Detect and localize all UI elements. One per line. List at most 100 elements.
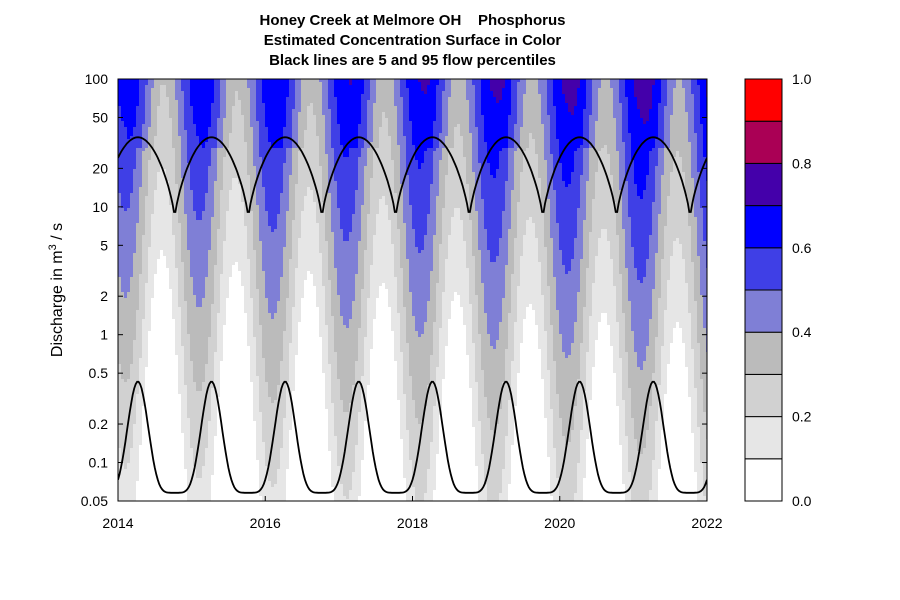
surface-cell — [391, 130, 394, 133]
surface-cell — [475, 88, 478, 91]
surface-cell — [439, 88, 442, 91]
surface-cell — [649, 115, 652, 118]
surface-cell — [502, 109, 505, 112]
surface-cell — [325, 130, 328, 133]
surface-cell — [679, 130, 682, 133]
surface-cell — [217, 148, 220, 151]
surface-cell — [592, 88, 595, 91]
surface-cell — [493, 100, 496, 103]
surface-cell — [337, 145, 340, 148]
surface-cell — [307, 148, 310, 151]
surface-cell — [673, 151, 676, 154]
surface-cell — [688, 85, 691, 88]
surface-cell — [214, 88, 217, 91]
surface-cell — [274, 112, 277, 115]
surface-cell — [523, 88, 526, 91]
surface-cell — [136, 121, 139, 124]
surface-cell — [247, 106, 250, 109]
surface-cell — [121, 94, 124, 97]
surface-cell — [175, 148, 178, 151]
surface-cell — [286, 148, 289, 151]
surface-cell — [355, 109, 358, 112]
surface-cell — [376, 139, 379, 142]
surface-cell — [319, 82, 322, 85]
surface-cell — [307, 133, 310, 136]
surface-cell — [226, 127, 229, 130]
surface-cell — [664, 85, 667, 88]
surface-cell — [418, 103, 421, 106]
surface-cell — [172, 91, 175, 94]
surface-cell — [280, 112, 283, 115]
surface-cell — [583, 97, 586, 100]
surface-cell — [463, 103, 466, 106]
surface-cell — [397, 142, 400, 145]
surface-cell — [526, 139, 529, 142]
surface-cell — [214, 124, 217, 127]
surface-cell — [562, 127, 565, 130]
surface-cell — [448, 121, 451, 124]
surface-cell — [475, 133, 478, 136]
surface-cell — [469, 145, 472, 148]
surface-cell — [169, 151, 172, 154]
surface-cell — [256, 82, 259, 85]
surface-cell — [235, 127, 238, 130]
surface-cell — [322, 118, 325, 121]
surface-cell — [154, 88, 157, 91]
surface-cell — [580, 88, 583, 91]
surface-cell — [397, 112, 400, 115]
surface-cell — [523, 94, 526, 97]
surface-cell — [634, 124, 637, 127]
surface-cell — [130, 79, 133, 82]
surface-cell — [472, 109, 475, 112]
surface-cell — [268, 115, 271, 118]
surface-cell — [301, 91, 304, 94]
surface-cell — [280, 106, 283, 109]
surface-cell — [553, 118, 556, 121]
surface-cell — [517, 109, 520, 112]
surface-cell — [559, 91, 562, 94]
surface-cell — [280, 91, 283, 94]
surface-cell — [394, 100, 397, 103]
surface-cell — [535, 145, 538, 148]
surface-cell — [700, 142, 703, 145]
surface-cell — [187, 112, 190, 115]
surface-cell — [391, 142, 394, 145]
surface-cell — [622, 133, 625, 136]
surface-cell — [226, 124, 229, 127]
surface-cell — [145, 106, 148, 109]
surface-cell — [508, 79, 511, 82]
surface-cell — [538, 115, 541, 118]
surface-cell — [370, 109, 373, 112]
surface-cell — [208, 154, 211, 157]
surface-cell — [310, 82, 313, 85]
surface-cell — [271, 154, 274, 157]
surface-cell — [385, 142, 388, 145]
surface-cell — [580, 121, 583, 124]
surface-cell — [604, 118, 607, 121]
surface-cell — [376, 106, 379, 109]
surface-cell — [313, 121, 316, 124]
surface-cell — [205, 121, 208, 124]
surface-cell — [457, 145, 460, 148]
surface-cell — [346, 82, 349, 85]
surface-cell — [601, 133, 604, 136]
surface-cell — [226, 121, 229, 124]
surface-cell — [622, 94, 625, 97]
surface-cell — [550, 115, 553, 118]
surface-cell — [352, 103, 355, 106]
surface-cell — [460, 106, 463, 109]
surface-cell — [463, 151, 466, 154]
surface-cell — [268, 100, 271, 103]
surface-cell — [184, 136, 187, 139]
surface-cell — [262, 133, 265, 136]
surface-cell — [247, 118, 250, 121]
surface-cell — [238, 91, 241, 94]
surface-cell — [250, 88, 253, 91]
surface-cell — [457, 109, 460, 112]
surface-cell — [424, 145, 427, 148]
surface-cell — [169, 100, 172, 103]
surface-cell — [460, 124, 463, 127]
surface-cell — [469, 109, 472, 112]
surface-cell — [535, 118, 538, 121]
surface-cell — [253, 148, 256, 151]
